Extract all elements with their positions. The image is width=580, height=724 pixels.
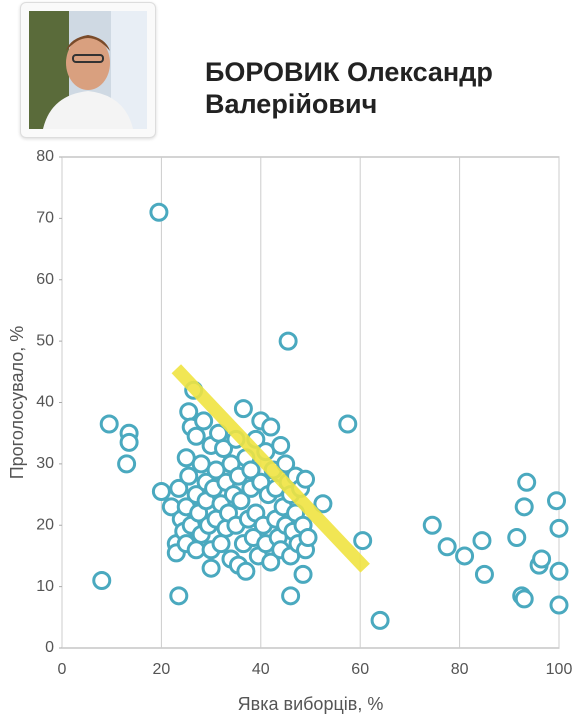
x-tick-label: 60 (351, 661, 369, 678)
scatter-point (236, 561, 256, 581)
scatter-point (214, 439, 234, 459)
y-tick-label: 40 (36, 394, 54, 411)
x-axis-title: Явка виборців, % (238, 694, 384, 714)
scatter-point (549, 595, 569, 615)
y-tick-label: 60 (36, 271, 54, 288)
scatter-point (517, 472, 537, 492)
x-tick-label: 0 (58, 661, 67, 678)
scatter-point (179, 402, 199, 422)
y-axis-title: Проголосувало, % (7, 326, 27, 480)
scatter-point (271, 435, 291, 455)
scatter-point (514, 497, 534, 517)
x-tick-label: 100 (546, 661, 573, 678)
scatter-point (281, 586, 301, 606)
y-tick-label: 80 (36, 148, 54, 165)
scatter-point (437, 537, 457, 557)
plot-area (61, 156, 560, 649)
scatter-point (151, 481, 171, 501)
scatter-point (455, 546, 475, 566)
scatter-point (353, 531, 373, 551)
y-tick-label: 10 (36, 578, 54, 595)
scatter-point (169, 586, 189, 606)
scatter-point (370, 610, 390, 630)
scatter-point (313, 494, 333, 514)
scatter-point (194, 411, 214, 431)
scatter-point (549, 518, 569, 538)
scatter-point (276, 454, 296, 474)
scatter-point (201, 558, 221, 578)
x-tick-label: 80 (451, 661, 469, 678)
x-tick-label: 20 (153, 661, 171, 678)
scatter-point (261, 552, 281, 572)
person-name: БОРОВИК Олександр Валерійович (205, 57, 493, 119)
scatter-point (169, 478, 189, 498)
scatter-point (472, 531, 492, 551)
y-tick-label: 50 (36, 332, 54, 349)
scatter-point (547, 491, 567, 511)
scatter-point (92, 570, 112, 590)
scatter-point (186, 426, 206, 446)
y-tick-label: 70 (36, 210, 54, 227)
scatter-point (119, 432, 139, 452)
scatter-point (298, 528, 318, 548)
portrait-image (29, 11, 147, 129)
scatter-point (507, 528, 527, 548)
scatter-point (233, 399, 253, 419)
scatter-point (293, 564, 313, 584)
scatter-point (179, 466, 199, 486)
scatter-point (474, 564, 494, 584)
scatter-point (422, 515, 442, 535)
y-tick-label: 20 (36, 516, 54, 533)
scatter-point (514, 589, 534, 609)
scatter-point (117, 454, 137, 474)
scatter-point (211, 534, 231, 554)
scatter-point (278, 331, 298, 351)
scatter-point (99, 414, 119, 434)
scatter-point (241, 460, 261, 480)
scatter-point (549, 561, 569, 581)
trend-line (171, 364, 370, 573)
portrait-photo (20, 2, 156, 138)
y-tick-label: 0 (45, 639, 54, 656)
scatter-point (149, 202, 169, 222)
scatter-point (261, 417, 281, 437)
x-tick-label: 40 (252, 661, 270, 678)
scatter-point (532, 549, 552, 569)
scatter-point (338, 414, 358, 434)
y-tick-label: 30 (36, 455, 54, 472)
scatter-point (231, 491, 251, 511)
scatter-point (296, 469, 316, 489)
